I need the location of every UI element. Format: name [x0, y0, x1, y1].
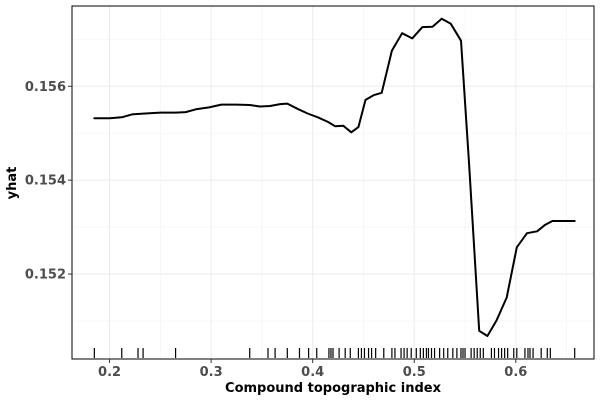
- y-tick-label: 0.152: [25, 268, 66, 283]
- grid-layer: [72, 6, 594, 359]
- x-axis-title: Compound topographic index: [225, 381, 442, 396]
- y-axis-title: yhat: [5, 167, 20, 200]
- x-tick-label: 0.2: [98, 365, 121, 380]
- axis-layer: 0.2 0.3 0.4 0.5 0.6 0.152 0.154 0.156: [25, 80, 527, 380]
- x-tick-label: 0.6: [504, 365, 527, 380]
- rug-layer: [93, 348, 576, 358]
- x-tick-label: 0.5: [403, 365, 426, 380]
- plot-panel-border: [71, 5, 595, 360]
- line-layer: [93, 17, 576, 337]
- y-tick-label: 0.156: [25, 80, 66, 95]
- x-tick-label: 0.4: [301, 365, 324, 380]
- x-tick-label: 0.3: [200, 365, 223, 380]
- y-tick-label: 0.154: [25, 174, 66, 189]
- series-line: [93, 17, 576, 337]
